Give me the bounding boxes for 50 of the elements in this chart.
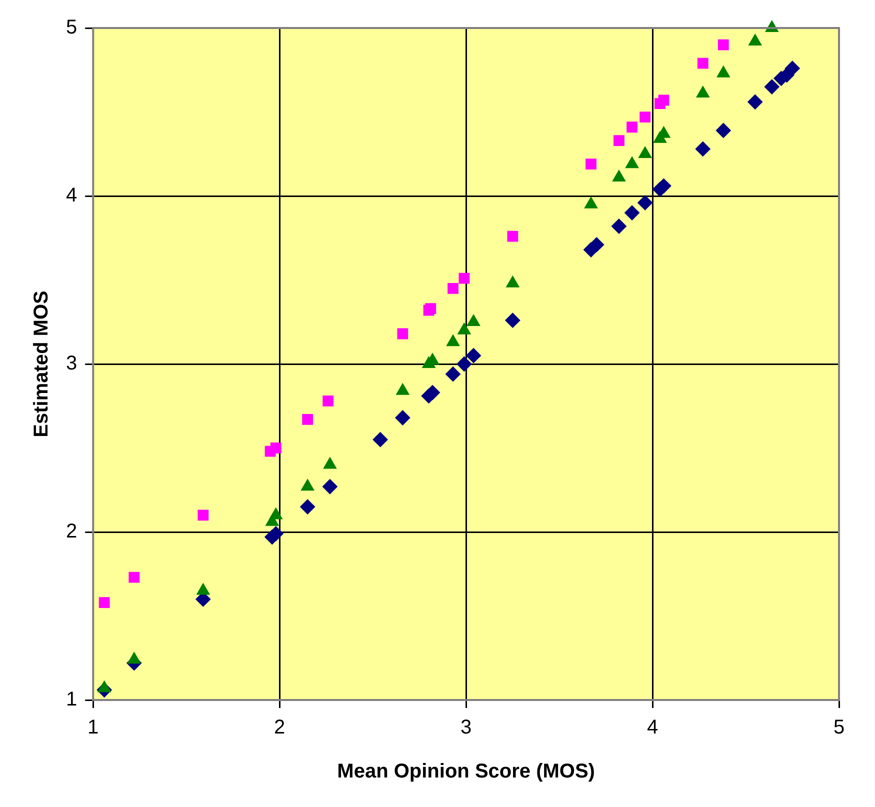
point (614, 135, 624, 146)
point (446, 366, 461, 382)
point (128, 572, 140, 583)
point (695, 141, 710, 156)
point (716, 122, 731, 138)
point (198, 510, 209, 521)
point (638, 195, 653, 210)
point (586, 158, 596, 170)
x-axis-title: Mean Opinion Score (MOS) (337, 760, 595, 783)
point (302, 414, 314, 425)
y-tick-label: 4 (66, 184, 78, 207)
point (322, 396, 334, 406)
point (764, 79, 780, 94)
point (625, 156, 639, 168)
point (658, 94, 670, 106)
point (458, 272, 470, 284)
point (424, 385, 440, 400)
x-tick-label: 2 (274, 716, 286, 739)
point (589, 237, 604, 252)
y-tick-label: 1 (66, 688, 78, 711)
x-tick-label: 5 (833, 716, 845, 739)
point (697, 58, 708, 69)
x-tick-label: 1 (88, 716, 99, 739)
point (748, 94, 763, 110)
point (372, 432, 388, 448)
point (397, 328, 408, 340)
y-tick-label: 3 (66, 352, 78, 375)
point (270, 442, 282, 454)
y-tick-label: 2 (66, 520, 78, 543)
point (626, 122, 638, 133)
point (718, 39, 729, 50)
point (612, 170, 626, 182)
x-tick-label: 4 (646, 716, 658, 739)
point (624, 205, 640, 220)
point (784, 60, 800, 76)
x-tick-label: 3 (460, 716, 472, 739)
point (300, 499, 316, 514)
point (322, 479, 338, 494)
point (98, 597, 110, 608)
y-tick-label: 5 (66, 16, 78, 39)
point (456, 356, 472, 372)
point (507, 230, 518, 242)
point (611, 218, 626, 234)
point (505, 312, 520, 328)
y-axis-title: Estimated MOS (30, 290, 53, 438)
point (696, 86, 710, 98)
point (448, 282, 458, 294)
point (466, 348, 482, 364)
point (640, 112, 651, 122)
point (395, 410, 410, 426)
